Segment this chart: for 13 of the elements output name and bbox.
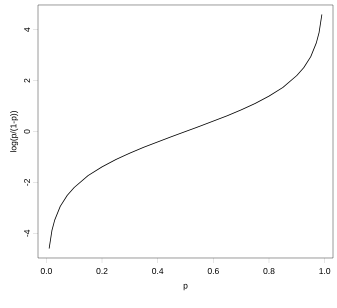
y-tick-label: -4: [24, 230, 30, 237]
x-tick-label: 0.6: [208, 268, 219, 274]
x-tick-label: 1.0: [319, 268, 330, 274]
y-tick-label: 4: [24, 28, 30, 32]
x-tick-label: 0.0: [40, 268, 52, 274]
y-tick-label: -2: [24, 179, 30, 186]
x-tick-label: 0.8: [263, 268, 275, 274]
y-axis-title: log(p/(1-p)): [10, 111, 18, 152]
y-tick-label: 0: [24, 129, 30, 134]
y-tick-label: 2: [24, 78, 30, 83]
x-axis-title: p: [184, 284, 188, 290]
x-tick-label: 0.2: [96, 268, 108, 274]
x-tick-label: 0.4: [152, 268, 164, 274]
